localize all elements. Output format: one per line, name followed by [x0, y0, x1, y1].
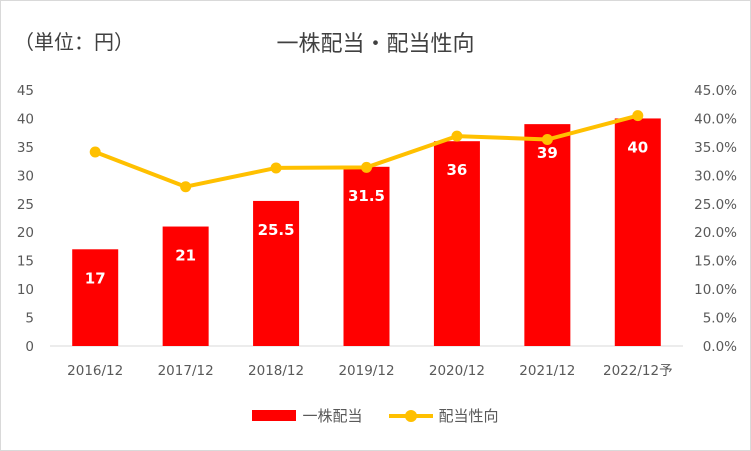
left-axis-tick-label: 40: [17, 111, 34, 127]
x-axis-tick-label: 2017/12: [158, 363, 214, 379]
payout-ratio-point: [89, 146, 101, 158]
right-axis-tick-label: 0.0%: [703, 339, 737, 355]
x-axis-tick-label: 2018/12: [248, 363, 304, 379]
bar-2019/12: [343, 166, 390, 346]
right-axis-tick-label: 30.0%: [694, 168, 737, 184]
payout-ratio-point: [541, 133, 553, 145]
left-axis-tick-label: 0: [25, 339, 34, 355]
x-axis-tick-label: 2021/12: [519, 363, 575, 379]
right-axis-tick-label: 10.0%: [694, 282, 737, 298]
right-axis-tick-label: 5.0%: [703, 311, 737, 327]
bar-2018/12: [253, 200, 300, 346]
x-axis-tick-label: 2022/12予: [603, 363, 673, 379]
bar-data-label: 36: [446, 161, 467, 179]
bar-data-label: 21: [175, 247, 196, 265]
chart-title: 一株配当・配当性向: [276, 32, 475, 57]
left-axis-tick-label: 15: [17, 254, 34, 270]
x-axis-ticks: 2016/12 2017/12 2018/12 2019/12 2020/12 2021/…: [67, 363, 672, 379]
line-series: [89, 110, 644, 193]
right-axis-tick-label: 40.0%: [694, 111, 737, 127]
left-axis-tick-label: 35: [17, 140, 34, 156]
bar-data-label: 39: [537, 144, 558, 162]
bar-data-label: 40: [627, 138, 648, 156]
right-axis-tick-label: 25.0%: [694, 197, 737, 213]
legend-item-payout: 配当性向: [388, 405, 499, 426]
bar-series: [72, 118, 661, 346]
bar-data-label: 17: [85, 269, 106, 287]
legend-label-payout: 配当性向: [438, 407, 499, 425]
legend-line-swatch: [388, 409, 433, 422]
legend-label-dividend: 一株配当: [302, 407, 363, 425]
bar-2022/12予: [614, 118, 661, 346]
payout-ratio-point: [632, 110, 644, 122]
right-axis-tick-label: 35.0%: [694, 140, 737, 156]
x-axis-tick-label: 2016/12: [67, 363, 123, 379]
legend: 一株配当 配当性向: [0, 405, 751, 426]
payout-ratio-point: [270, 162, 282, 174]
left-axis-tick-label: 10: [17, 282, 34, 298]
left-axis-tick-label: 5: [25, 311, 34, 327]
left-axis-ticks: 0 5 10 15 20 25 30 35 40 45: [17, 83, 34, 355]
left-axis-tick-label: 45: [17, 83, 34, 99]
right-axis-tick-label: 20.0%: [694, 225, 737, 241]
bar-2016/12: [72, 249, 119, 346]
unit-label: （単位：円）: [14, 30, 134, 54]
bar-data-labels: 17 21 25.5 31.5 36 39 40: [85, 138, 648, 287]
left-axis-tick-label: 20: [17, 225, 34, 241]
legend-item-dividend: 一株配当: [252, 405, 363, 426]
bar-2020/12: [433, 141, 480, 346]
legend-bar-swatch: [252, 410, 297, 421]
bar-2017/12: [162, 226, 209, 346]
payout-ratio-point: [361, 161, 372, 173]
bar-data-label: 25.5: [258, 221, 295, 239]
right-axis-tick-label: 45.0%: [694, 83, 737, 99]
bar-2021/12: [524, 124, 571, 346]
x-axis-tick-label: 2020/12: [429, 363, 485, 379]
x-axis-tick-label: 2019/12: [338, 363, 394, 379]
right-axis-tick-label: 15.0%: [694, 254, 737, 270]
left-axis-tick-label: 25: [17, 197, 34, 213]
bar-data-label: 31.5: [348, 187, 385, 205]
payout-ratio-point: [451, 130, 463, 142]
right-axis-ticks: 0.0% 5.0% 10.0% 15.0% 20.0% 25.0% 30.0% 35.0% 40…: [694, 83, 737, 355]
payout-ratio-point: [180, 181, 192, 193]
left-axis-tick-label: 30: [17, 168, 34, 184]
